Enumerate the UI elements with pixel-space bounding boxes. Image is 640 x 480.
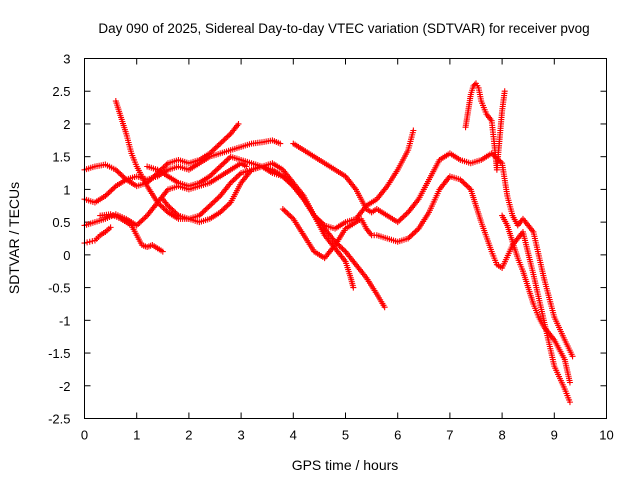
x-tick-label: 5	[342, 428, 349, 443]
chart-title: Day 090 of 2025, Sidereal Day-to-day VTE…	[98, 21, 589, 36]
y-tick-label: -2.5	[48, 412, 70, 427]
data-point	[86, 238, 93, 245]
y-tick-label: 1.5	[52, 150, 70, 165]
x-tick-label: 7	[446, 428, 453, 443]
x-tick-label: 3	[237, 428, 244, 443]
series-track-9	[290, 140, 576, 360]
data-point	[350, 284, 357, 291]
series-track-1	[81, 120, 242, 190]
y-tick-label: 2.5	[52, 84, 70, 99]
data-point	[89, 238, 96, 245]
data-point	[159, 248, 166, 255]
data-point	[410, 127, 417, 134]
y-tick-label: 2	[63, 117, 70, 132]
x-axis-title: GPS time / hours	[292, 457, 399, 473]
y-tick-label: -2	[59, 379, 71, 394]
y-tick-label: -1	[59, 313, 71, 328]
series-track-12	[499, 212, 573, 386]
data-point	[566, 379, 573, 386]
data-point	[107, 224, 114, 231]
series-track-4	[81, 224, 114, 247]
data-point	[381, 304, 388, 311]
y-tick-label: 1	[63, 182, 70, 197]
x-tick-label: 2	[185, 428, 192, 443]
x-tick-label: 10	[599, 428, 613, 443]
x-tick-label: 9	[551, 428, 558, 443]
plot-frame	[84, 58, 607, 419]
data-point	[471, 81, 478, 88]
y-tick-label: -0.5	[48, 281, 70, 296]
x-tick-label: 1	[133, 428, 140, 443]
x-tick-label: 8	[498, 428, 505, 443]
data-point	[566, 399, 573, 406]
x-tick-label: 0	[81, 428, 88, 443]
data-point	[277, 140, 284, 147]
series-track-11	[462, 80, 508, 173]
data-point	[569, 353, 576, 360]
x-tick-label: 4	[290, 428, 297, 443]
data-point	[84, 239, 91, 246]
y-tick-label: 0.5	[52, 215, 70, 230]
data-point	[235, 120, 242, 127]
y-tick-label: -1.5	[48, 346, 70, 361]
series-track-8	[144, 127, 417, 232]
axis-ticks: 0 1 2 3 4 5 6 7 8 9 10 -2.5 -2 -1.5 -1 -0.5 0 0.5 1 1.5 2 2.5…	[48, 52, 614, 443]
series-track-6	[97, 211, 166, 255]
y-axis-title: SDTVAR / TECUs	[6, 182, 22, 294]
data-point	[243, 163, 250, 170]
y-tick-label: 3	[63, 52, 70, 67]
data-point	[501, 88, 508, 95]
y-tick-label: 0	[63, 248, 70, 263]
x-tick-label: 6	[394, 428, 401, 443]
